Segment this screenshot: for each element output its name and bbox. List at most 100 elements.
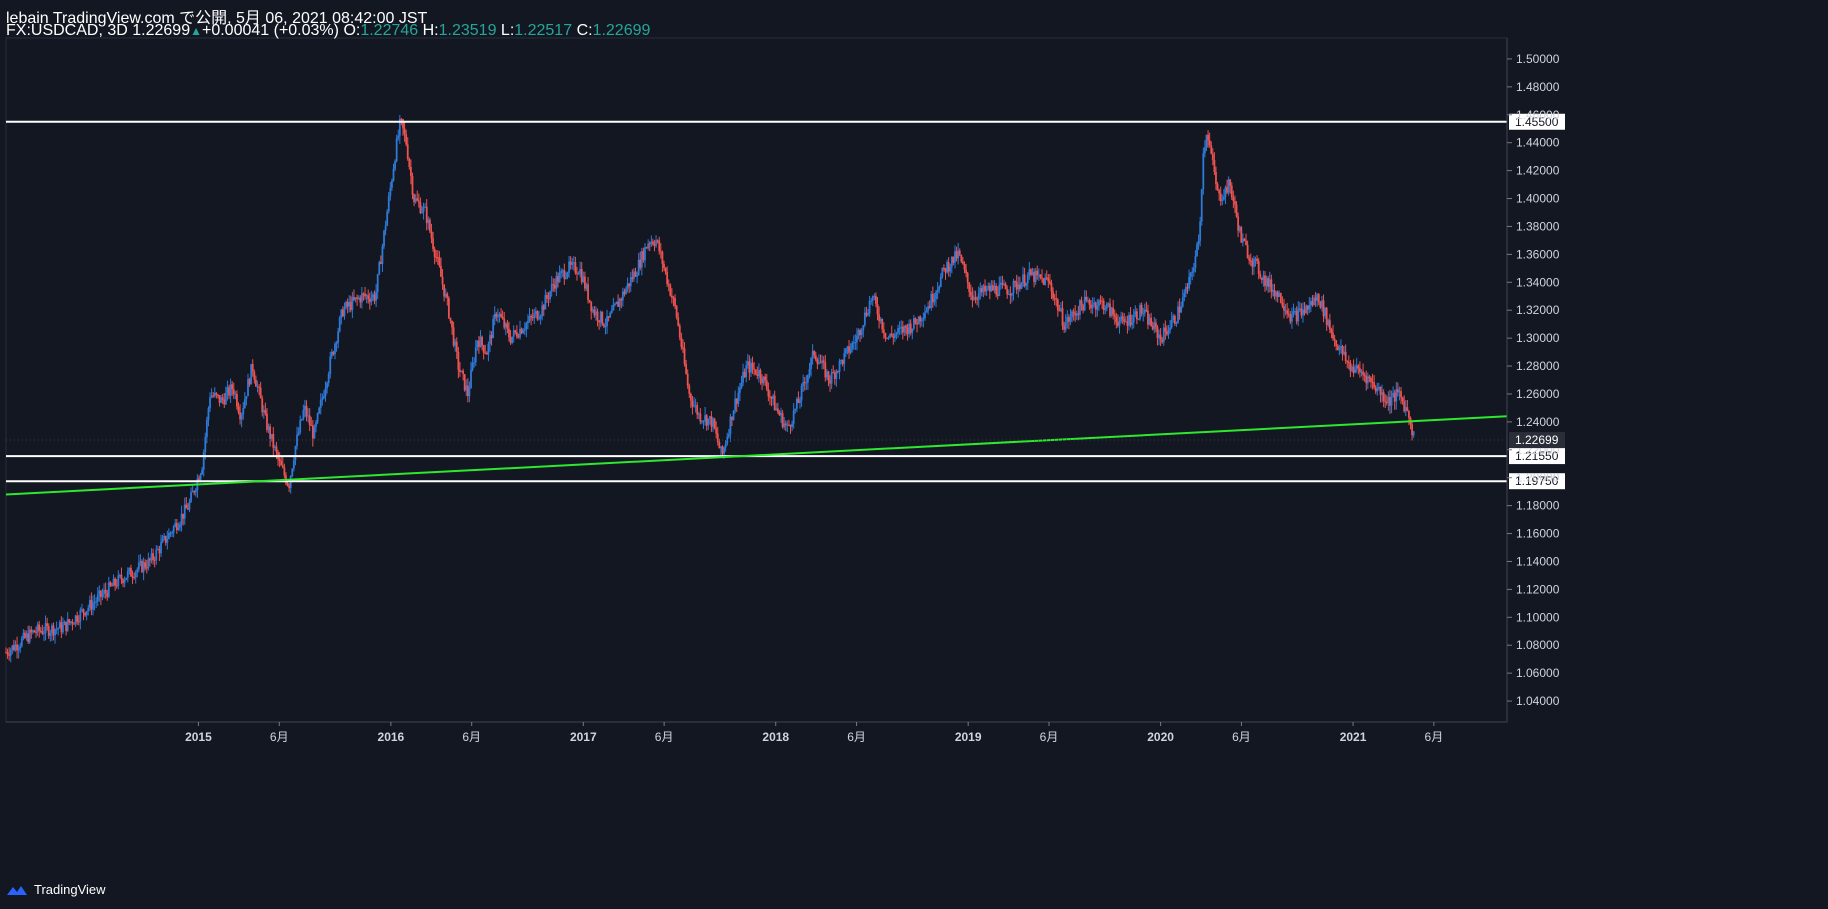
candle — [255, 375, 257, 387]
candle — [487, 341, 490, 362]
candle — [1020, 281, 1023, 290]
candle — [166, 530, 169, 550]
candle — [422, 202, 425, 220]
candlestick-series — [5, 114, 1415, 663]
candle — [976, 296, 979, 306]
candle — [523, 322, 526, 336]
candle — [756, 366, 759, 380]
chart-axes[interactable]: 1.50000 1.48000 1.46000 1.44000 1.42000 1.400… — [6, 38, 1565, 744]
candle — [416, 190, 419, 202]
candle — [455, 337, 458, 359]
candle — [349, 295, 352, 313]
x-tick-label: 2021 — [1340, 730, 1367, 744]
candle — [609, 311, 612, 319]
candle — [435, 250, 438, 262]
candle — [593, 306, 596, 318]
candle — [1303, 302, 1306, 316]
candle — [731, 416, 733, 427]
candle — [153, 556, 156, 568]
candle — [198, 475, 200, 481]
horizontal-levels[interactable]: 1.45500 1.21550 1.19750 — [6, 113, 1565, 490]
symbol-label[interactable]: FX:USDCAD, 3D — [6, 22, 128, 39]
candle — [958, 248, 961, 257]
candle — [579, 261, 582, 278]
candle — [57, 627, 60, 636]
candle — [264, 402, 267, 416]
candle — [863, 307, 866, 328]
candle — [911, 328, 914, 340]
candle — [161, 534, 164, 544]
publish-info: lebain TradingView.com で公開, 5月 06, 2021 … — [6, 10, 428, 27]
candle — [572, 256, 575, 271]
brand-footer[interactable]: TradingView — [6, 882, 106, 897]
candle — [180, 505, 183, 532]
candle — [1335, 339, 1338, 351]
candle — [174, 518, 177, 528]
candle — [17, 644, 20, 659]
candle — [791, 420, 793, 432]
candle — [1300, 303, 1303, 319]
candle — [1186, 282, 1189, 294]
x-tick-label: 2018 — [762, 730, 789, 744]
candle — [1140, 302, 1143, 317]
candle — [1355, 357, 1358, 373]
candle — [201, 466, 204, 475]
candle — [36, 621, 39, 636]
candle — [952, 256, 955, 266]
candle — [867, 308, 869, 317]
candle — [278, 452, 281, 468]
candle — [974, 290, 977, 304]
trend-line-group[interactable] — [5, 415, 1508, 496]
y-tick-label: 1.40000 — [1516, 192, 1560, 206]
candle — [49, 629, 52, 642]
candle — [968, 281, 971, 298]
candle — [1075, 310, 1078, 320]
candle — [1222, 189, 1225, 201]
candle — [941, 267, 944, 279]
candle — [1294, 307, 1296, 316]
candle — [115, 579, 118, 589]
candle — [204, 432, 207, 460]
candle — [149, 557, 151, 567]
candle — [527, 314, 529, 330]
candle — [1279, 292, 1282, 304]
candle — [701, 420, 703, 425]
candle — [1336, 344, 1339, 351]
candle — [1061, 300, 1064, 331]
candle — [1107, 302, 1110, 308]
candle — [224, 386, 227, 406]
candle — [324, 381, 327, 402]
candle — [1001, 275, 1004, 289]
candle — [77, 615, 80, 626]
candle — [550, 276, 553, 297]
candle — [118, 573, 121, 579]
candle — [1385, 395, 1388, 406]
candle — [655, 235, 657, 248]
candle — [326, 381, 328, 394]
candle — [1135, 308, 1138, 325]
candle — [860, 327, 863, 339]
candle — [735, 398, 738, 412]
candle — [875, 292, 877, 308]
candle — [169, 531, 172, 537]
level-price-tag — [1509, 113, 1565, 130]
candle — [859, 328, 861, 342]
candle — [272, 427, 275, 457]
candle — [1044, 273, 1047, 286]
trend-line[interactable] — [5, 415, 1508, 496]
x-tick-label: 2020 — [1147, 730, 1174, 744]
candle — [122, 578, 124, 588]
candle — [1289, 310, 1292, 325]
candle — [501, 310, 504, 320]
candle — [310, 416, 313, 427]
candle — [383, 229, 385, 249]
candle — [191, 485, 194, 493]
candle — [1066, 310, 1069, 329]
candle — [1197, 234, 1200, 250]
x-tick-label: 6月 — [655, 730, 674, 744]
candle — [979, 282, 982, 300]
candle — [357, 295, 360, 300]
candle — [1030, 268, 1032, 277]
candle — [1229, 178, 1232, 194]
